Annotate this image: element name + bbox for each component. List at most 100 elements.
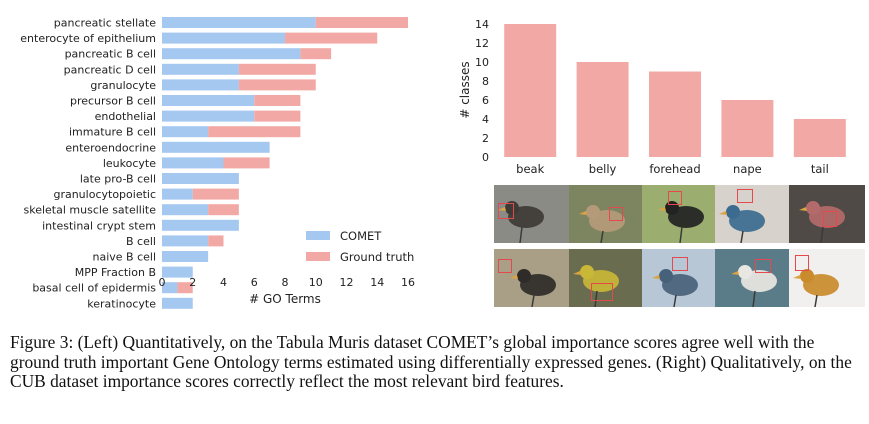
bird-beak: [510, 275, 518, 279]
comet-bar: [162, 188, 193, 200]
feature-bar: [504, 24, 557, 157]
category-label: pancreatic stellate: [54, 17, 156, 30]
category-label: granulocyte: [90, 79, 156, 92]
comet-bar: [162, 219, 239, 231]
comet-bar: [162, 282, 178, 294]
bird-head: [580, 265, 594, 279]
category-label: enteroendocrine: [65, 141, 156, 154]
bird-silhouette: [498, 201, 544, 243]
comet-bar: [162, 48, 301, 60]
category-label: precursor B cell: [70, 95, 156, 108]
bird-beak: [652, 275, 660, 279]
comet-bar: [162, 204, 209, 216]
importance-box: [591, 283, 613, 301]
x-tick-label: 4: [220, 276, 227, 289]
comet-bar: [162, 126, 209, 138]
legend-label: COMET: [340, 229, 382, 243]
comet-bar: [162, 32, 285, 44]
bird-leg: [673, 294, 677, 307]
bird-head: [659, 269, 673, 283]
bird-leg: [814, 294, 818, 307]
x-tick-label: beak: [516, 162, 544, 176]
x-tick-label: 16: [401, 276, 415, 289]
bird-thumbnail: [642, 185, 718, 243]
category-label: endothelial: [95, 110, 156, 123]
comet-bar: [162, 157, 224, 169]
bird-beak: [498, 207, 506, 211]
bird-thumbnail: [494, 185, 570, 243]
bird-beak: [658, 207, 666, 211]
comet-bar: [162, 297, 193, 309]
x-tick-label: forehead: [649, 162, 700, 176]
ground-truth-bar: [285, 32, 378, 44]
ground-truth-bar: [254, 110, 301, 122]
x-axis-title: # GO Terms: [249, 292, 321, 306]
bird-silhouette: [719, 205, 765, 243]
y-tick-label: 12: [475, 37, 489, 50]
category-label: keratinocyte: [87, 297, 156, 310]
bird-thumbnail: [789, 185, 865, 243]
x-tick-label: 10: [309, 276, 323, 289]
y-tick-label: 10: [475, 56, 489, 69]
bird-thumbnail: [569, 249, 645, 307]
category-label: skeletal muscle satellite: [24, 204, 157, 217]
bird-beak: [731, 271, 739, 275]
bird-thumbnail: [715, 185, 791, 243]
ground-truth-bar: [223, 157, 270, 169]
bird-leg: [752, 290, 756, 307]
feature-bar: [649, 71, 701, 157]
go-terms-bar-chart: pancreatic stellate enterocyte of epithel…: [20, 17, 415, 311]
bird-silhouette: [731, 265, 777, 307]
y-tick-label: 14: [475, 18, 489, 31]
bird-leg: [519, 226, 523, 243]
bird-leg: [740, 230, 744, 243]
comet-bar: [162, 63, 239, 75]
ground-truth-bar: [238, 79, 316, 91]
comet-bar: [162, 79, 239, 91]
bird-beak: [799, 207, 807, 211]
y-tick-label: 0: [482, 151, 489, 164]
y-tick-label: 8: [482, 75, 489, 88]
importance-box: [668, 191, 682, 205]
x-tick-label: 6: [251, 276, 258, 289]
category-label: pancreatic D cell: [64, 63, 156, 76]
bird-beak: [573, 271, 581, 275]
bird-leg: [679, 226, 683, 243]
ground-truth-bar: [177, 282, 193, 294]
y-tick-label: 6: [482, 94, 489, 107]
bird-silhouette: [652, 269, 698, 307]
bird-head: [800, 269, 814, 283]
category-label: basal cell of epidermis: [32, 282, 156, 295]
bird-thumbnail: [789, 249, 865, 307]
category-label: naive B cell: [92, 251, 156, 264]
bird-silhouette: [793, 269, 839, 307]
comet-bar: [162, 251, 209, 262]
comet-bar: [162, 235, 209, 247]
bird-beak: [793, 275, 801, 279]
ground-truth-bar: [238, 63, 316, 75]
bird-thumbnail: [715, 249, 791, 307]
bird-beak: [579, 211, 587, 215]
feature-bar: [793, 119, 846, 157]
x-tick-label: nape: [733, 162, 762, 176]
importance-box: [672, 257, 688, 271]
comet-bar: [162, 266, 193, 278]
bird-leg: [600, 230, 604, 243]
x-tick-label: belly: [589, 162, 617, 176]
bird-head: [517, 269, 531, 283]
ground-truth-bar: [208, 126, 301, 138]
bird-thumbnail: [569, 185, 645, 243]
category-label: enterocyte of epithelium: [20, 32, 156, 45]
comet-bar: [162, 110, 255, 122]
category-label: leukocyte: [103, 157, 156, 170]
bird-leg: [531, 294, 535, 307]
legend-swatch: [306, 231, 330, 240]
comet-bar: [162, 141, 270, 153]
bird-thumbnail: [494, 249, 570, 307]
bird-head: [726, 205, 740, 219]
bird-head: [738, 265, 752, 279]
bird-thumbnail: [642, 249, 718, 307]
ground-truth-bar: [315, 17, 408, 28]
importance-box: [755, 259, 771, 273]
ground-truth-bar: [254, 95, 301, 106]
